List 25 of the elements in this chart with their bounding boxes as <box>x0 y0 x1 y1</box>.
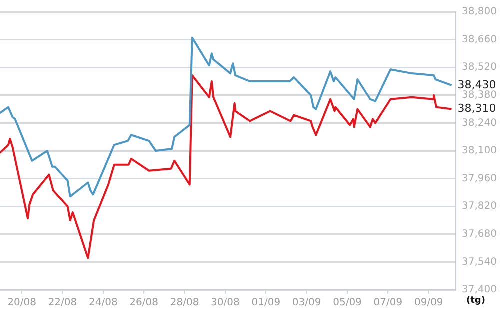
y-tick-label: 38,240 <box>462 118 497 129</box>
annotation: 38,310 <box>458 102 496 116</box>
x-tick-label: 01/09 <box>252 298 281 309</box>
x-tick-label: 05/09 <box>333 298 362 309</box>
x-tick-label: 07/09 <box>374 298 403 309</box>
x-tick-label: 26/08 <box>130 298 159 309</box>
x-axis-title: (tg) <box>466 296 486 306</box>
y-tick-label: 38,800 <box>462 6 497 18</box>
y-tick-label: 37,400 <box>462 284 497 296</box>
x-tick-label: 09/09 <box>414 298 444 309</box>
x-tick-label: 03/09 <box>292 298 322 309</box>
y-tick-label: 37,540 <box>462 256 497 268</box>
x-tick-label: 24/08 <box>88 298 118 309</box>
y-tick-label: 38,520 <box>462 62 497 74</box>
y-tick-label: 38,380 <box>462 90 497 101</box>
annotation: 38,430 <box>458 78 496 92</box>
y-tick-label: 37,680 <box>462 228 497 240</box>
x-tick-label: 20/08 <box>8 298 36 309</box>
x-tick-label: 30/08 <box>211 298 240 309</box>
y-tick-label: 37,960 <box>462 173 497 184</box>
x-tick-label: 28/08 <box>170 298 200 309</box>
y-tick-label: 37,820 <box>462 201 497 212</box>
y-tick-label: 38,660 <box>462 34 497 46</box>
y-tick-label: 38,100 <box>462 146 497 157</box>
x-tick-label: 22/08 <box>48 298 78 309</box>
